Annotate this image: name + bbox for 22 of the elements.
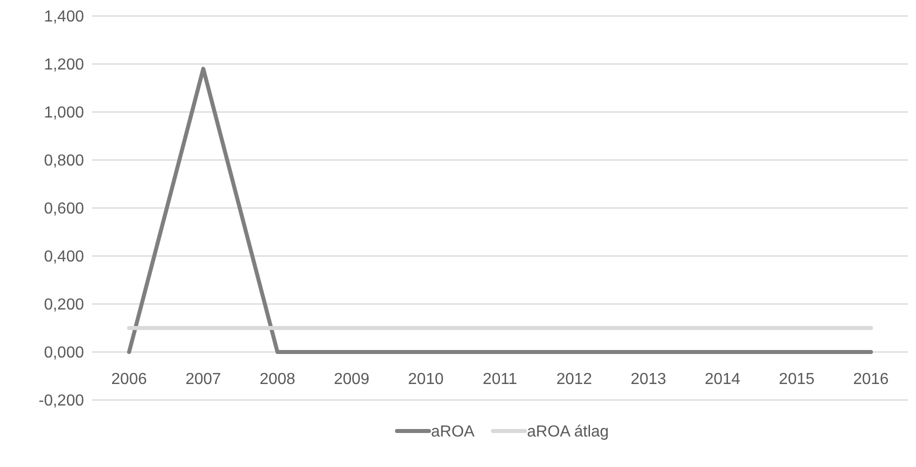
y-tick-label: 0,200 — [44, 296, 84, 314]
y-tick-label: 0,400 — [44, 248, 84, 266]
y-tick-label: 1,200 — [44, 56, 84, 74]
legend-label: aROA átlag — [527, 424, 609, 441]
x-tick-label: 2012 — [556, 371, 592, 388]
x-tick-label: 2011 — [482, 371, 518, 388]
x-tick-label: 2010 — [408, 371, 444, 388]
y-tick-label: 1,000 — [44, 104, 84, 122]
x-tick-label: 2016 — [853, 371, 889, 388]
x-tick-label: 2015 — [778, 371, 815, 388]
legend-label: aROA — [431, 424, 475, 441]
y-tick-label: -0,200 — [38, 392, 84, 410]
y-tick-label: 0,000 — [44, 344, 84, 362]
x-tick-label: 2008 — [260, 371, 296, 388]
x-tick-label: 2014 — [704, 371, 740, 388]
y-tick-label: 0,600 — [44, 200, 84, 218]
x-tick-label: 2006 — [111, 371, 147, 388]
x-tick-label: 2013 — [630, 371, 666, 388]
x-tick-label: 2009 — [334, 371, 370, 388]
x-tick-label: 2007 — [185, 371, 222, 388]
y-tick-label: 0,800 — [44, 152, 84, 170]
y-tick-label: 1,400 — [44, 8, 84, 26]
